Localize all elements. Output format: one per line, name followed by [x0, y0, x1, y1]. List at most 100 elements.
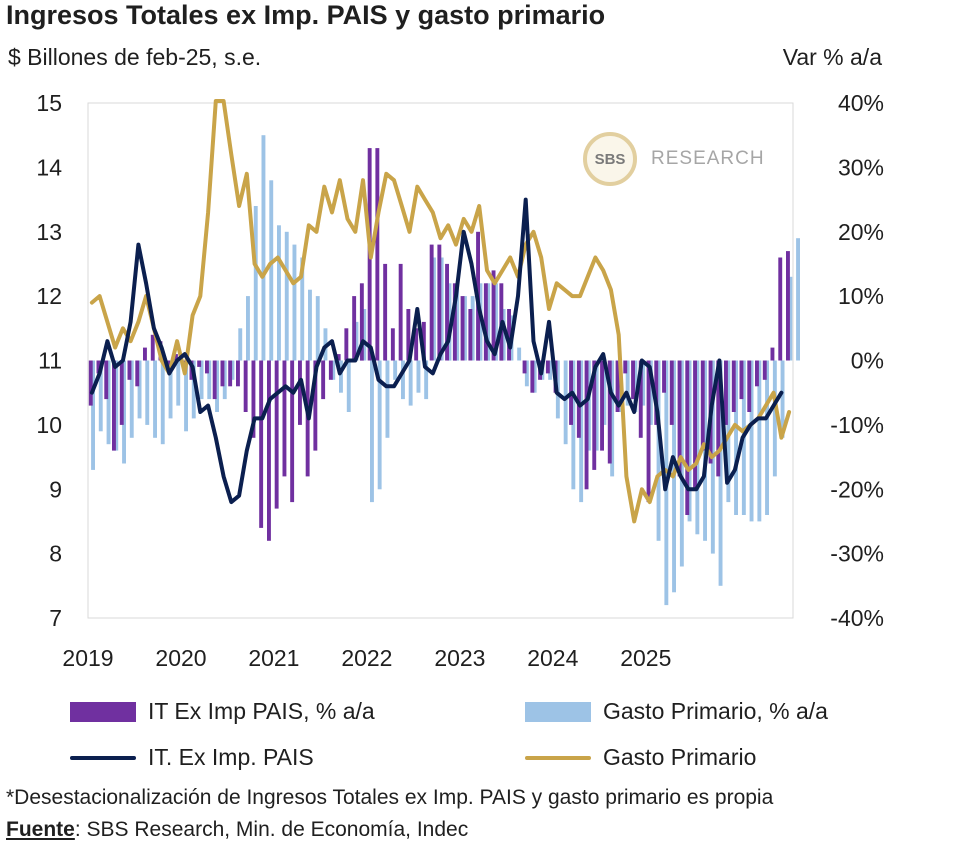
y-left-tick-label: 9 — [49, 476, 62, 502]
y-left-tick-label: 10 — [36, 412, 62, 438]
gasto-pct-bar — [168, 360, 173, 419]
it-pct-bar — [352, 296, 357, 361]
legend-gasto-bar: Gasto Primario, % a/a — [525, 698, 828, 725]
gasto-pct-bar — [98, 360, 103, 432]
it-pct-bar — [724, 360, 728, 425]
gasto-pct-bar — [401, 360, 405, 400]
gasto-pct-bar — [215, 360, 219, 412]
gasto-pct-bar — [331, 360, 336, 380]
gasto-pct-bar — [432, 257, 436, 361]
it-pct-bar — [150, 334, 155, 361]
it-pct-bar — [460, 296, 465, 361]
gasto-pct-bar — [393, 360, 398, 380]
y-left-tick-label: 7 — [49, 605, 62, 631]
it-pct-bar — [429, 244, 434, 361]
it-pct-bar — [592, 360, 597, 470]
gasto-pct-bar — [277, 225, 281, 361]
it-pct-bar — [576, 360, 581, 438]
gasto-pct-bar — [385, 360, 390, 438]
gasto-pct-bar — [687, 360, 692, 522]
it-pct-bar — [445, 263, 449, 361]
gasto-pct-bar — [501, 309, 506, 361]
it-pct-bar — [398, 263, 403, 361]
gasto-pct-bar — [734, 360, 738, 515]
it-pct-bar — [135, 360, 140, 387]
gasto-pct-bar — [788, 276, 793, 361]
it-pct-bar — [530, 360, 535, 393]
it-pct-bar — [631, 360, 635, 400]
it-pct-bar — [716, 360, 721, 477]
gasto-pct-bar — [184, 360, 188, 432]
legend-label-it-line: IT. Ex Imp. PAIS — [148, 744, 314, 770]
gasto-pct-bar — [548, 360, 553, 380]
x-tick-label: 2023 — [434, 645, 485, 671]
it-pct-bar — [770, 347, 775, 361]
y-right-tick-label: 0% — [851, 348, 884, 374]
gasto-pct-bar — [377, 360, 382, 490]
gasto-pct-bar — [455, 283, 460, 361]
gasto-pct-bar — [563, 360, 568, 445]
gasto-pct-bar — [571, 360, 576, 490]
gasto-pct-bar — [114, 360, 119, 451]
source-text: : SBS Research, Min. de Economía, Indec — [74, 818, 469, 841]
gasto-pct-bar — [207, 360, 212, 400]
it-pct-bar — [421, 321, 426, 361]
y-left-tick-label: 15 — [36, 90, 62, 116]
gasto-pct-bar — [695, 360, 700, 535]
it-pct-bar — [662, 360, 666, 393]
y-right-tick-label: 40% — [838, 90, 884, 116]
it-pct-bar — [282, 360, 287, 477]
x-tick-label: 2024 — [527, 645, 578, 671]
it-pct-bar — [251, 360, 256, 438]
gasto-pct-bar — [269, 180, 274, 361]
gasto-pct-bar — [230, 360, 235, 380]
it-pct-bar — [623, 360, 628, 374]
it-pct-bar — [600, 360, 604, 451]
it-pct-bar — [693, 360, 697, 490]
legend-gasto-line: Gasto Primario — [525, 744, 756, 771]
sbs-logo-icon: SBS — [583, 132, 637, 186]
it-pct-bar — [236, 360, 240, 387]
it-pct-bar — [452, 283, 457, 361]
gasto-pct-bar — [463, 296, 467, 361]
y-right-tick-label: 30% — [838, 154, 884, 180]
gasto-pct-bar — [656, 360, 661, 541]
gasto-pct-bar — [315, 296, 320, 361]
gasto-pct-bar — [772, 360, 777, 477]
gasto-pct-bar — [470, 296, 475, 361]
gasto-pct-bar — [346, 360, 351, 412]
y-left-tick-label: 12 — [36, 283, 62, 309]
legend-swatch-gasto-line — [525, 755, 591, 760]
gasto-pct-bar — [308, 289, 312, 361]
gasto-pct-bar — [586, 360, 591, 451]
y-right-tick-label: -30% — [830, 541, 884, 567]
gasto-pct-bar — [106, 360, 111, 445]
it-pct-bar — [174, 354, 178, 361]
gasto-pct-bar — [246, 296, 250, 361]
x-tick-label: 2021 — [248, 645, 299, 671]
gasto-pct-bar — [253, 206, 258, 361]
it-pct-bar — [491, 270, 496, 361]
it-pct-bar — [212, 360, 217, 400]
gasto-pct-bar — [579, 360, 584, 503]
gasto-pct-bar — [641, 360, 646, 406]
gasto-pct-bar — [796, 238, 800, 361]
gasto-pct-bar — [408, 360, 413, 406]
watermark-text: RESEARCH — [651, 148, 765, 169]
y-right-tick-label: 10% — [838, 283, 884, 309]
y-left-tick-label: 11 — [38, 348, 62, 374]
gasto-pct-bar — [602, 360, 607, 425]
it-pct-bar — [259, 360, 264, 528]
y-right-tick-label: -10% — [830, 412, 884, 438]
gasto-pct-bar — [199, 360, 204, 400]
gasto-line — [89, 99, 792, 524]
gasto-pct-bar — [439, 257, 444, 361]
it-pct-bar — [267, 360, 271, 541]
it-pct-bar — [328, 360, 333, 380]
y-left-tick-label: 13 — [36, 219, 62, 245]
it-pct-bar — [677, 360, 682, 477]
it-pct-bar — [786, 251, 790, 361]
it-pct-bar — [584, 360, 589, 490]
gasto-pct-bar — [292, 244, 297, 361]
y-right-tick-label: 20% — [838, 219, 884, 245]
